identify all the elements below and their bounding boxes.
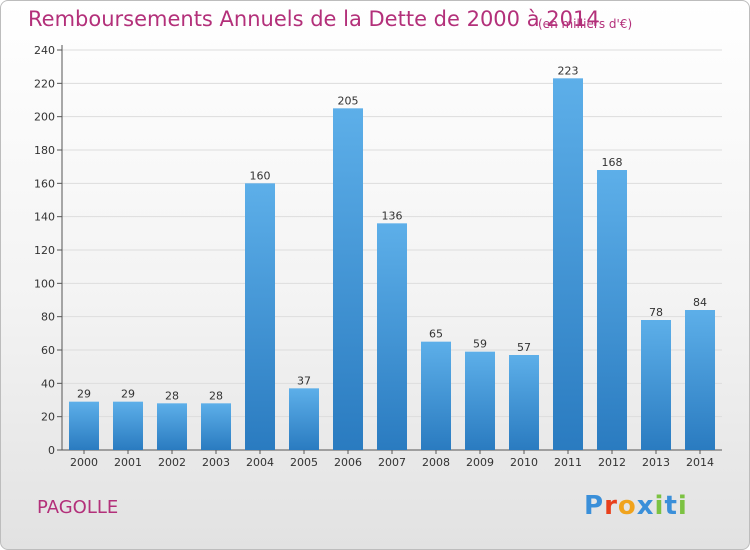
bar bbox=[377, 223, 407, 450]
x-tick-label: 2006 bbox=[334, 456, 362, 469]
bar bbox=[421, 341, 451, 450]
logo-letter: x bbox=[636, 491, 655, 521]
data-label: 223 bbox=[558, 64, 579, 77]
commune-name: PAGOLLE bbox=[37, 497, 119, 518]
data-label: 136 bbox=[382, 209, 403, 222]
proxiti-logo: Proxiti bbox=[584, 491, 688, 521]
chart-title: Remboursements Annuels de la Dette de 20… bbox=[28, 7, 600, 31]
x-tick-label: 2001 bbox=[114, 456, 142, 469]
x-tick-label: 2008 bbox=[422, 456, 450, 469]
bar bbox=[685, 310, 715, 450]
logo-letter: i bbox=[677, 491, 688, 521]
bar bbox=[553, 78, 583, 450]
logo-letter: P bbox=[584, 491, 605, 521]
data-label: 65 bbox=[429, 328, 443, 341]
bar bbox=[597, 170, 627, 450]
y-tick-label: 200 bbox=[34, 111, 55, 124]
data-label: 205 bbox=[338, 94, 359, 107]
x-tick-label: 2007 bbox=[378, 456, 406, 469]
bar bbox=[641, 320, 671, 450]
x-tick-label: 2000 bbox=[70, 456, 98, 469]
data-label: 160 bbox=[250, 169, 271, 182]
x-tick-label: 2003 bbox=[202, 456, 230, 469]
bar bbox=[245, 183, 275, 451]
bar bbox=[465, 351, 495, 450]
y-tick-label: 220 bbox=[34, 77, 55, 90]
logo-letter: r bbox=[604, 491, 618, 521]
bar bbox=[69, 401, 99, 450]
x-tick-label: 2004 bbox=[246, 456, 274, 469]
bar bbox=[333, 108, 363, 450]
data-label: 29 bbox=[77, 388, 91, 401]
bar bbox=[157, 403, 187, 450]
logo-letter: o bbox=[617, 491, 637, 521]
y-tick-label: 60 bbox=[41, 344, 55, 357]
chart-subtitle: (en milliers d'€) bbox=[538, 17, 633, 31]
data-label: 78 bbox=[649, 306, 663, 319]
y-tick-label: 40 bbox=[41, 377, 55, 390]
data-label: 28 bbox=[209, 389, 223, 402]
y-tick-label: 160 bbox=[34, 177, 55, 190]
data-label: 28 bbox=[165, 389, 179, 402]
x-tick-label: 2013 bbox=[642, 456, 670, 469]
x-tick-label: 2011 bbox=[554, 456, 582, 469]
x-tick-label: 2005 bbox=[290, 456, 318, 469]
bar bbox=[289, 388, 319, 450]
data-label: 57 bbox=[517, 341, 531, 354]
x-tick-label: 2014 bbox=[686, 456, 714, 469]
y-tick-label: 120 bbox=[34, 244, 55, 257]
axes: 0 20 40 60 80 100 120 140 160 180 200 220 240 2000 200… bbox=[34, 44, 722, 469]
x-tick-label: 2002 bbox=[158, 456, 186, 469]
bar bbox=[201, 403, 231, 450]
data-label: 29 bbox=[121, 388, 135, 401]
y-tick-label: 180 bbox=[34, 144, 55, 157]
x-tick-label: 2012 bbox=[598, 456, 626, 469]
bars bbox=[69, 78, 715, 451]
y-tick-label: 0 bbox=[48, 444, 55, 457]
bar bbox=[509, 355, 539, 450]
x-tick-label: 2010 bbox=[510, 456, 538, 469]
logo-letter: i bbox=[654, 491, 665, 521]
data-label: 84 bbox=[693, 296, 707, 309]
y-tick-label: 140 bbox=[34, 211, 55, 224]
data-labels: 29 29 28 28 160 37 205 136 65 59 57 223 168 78 84 bbox=[77, 64, 707, 402]
y-tick-label: 20 bbox=[41, 411, 55, 424]
y-tick-label: 80 bbox=[41, 311, 55, 324]
y-tick-label: 100 bbox=[34, 277, 55, 290]
bar bbox=[113, 401, 143, 450]
logo-letter: t bbox=[664, 491, 678, 521]
x-tick-label: 2009 bbox=[466, 456, 494, 469]
data-label: 168 bbox=[602, 156, 623, 169]
data-label: 59 bbox=[473, 338, 487, 351]
data-label: 37 bbox=[297, 374, 311, 387]
y-tick-label: 240 bbox=[34, 44, 55, 57]
